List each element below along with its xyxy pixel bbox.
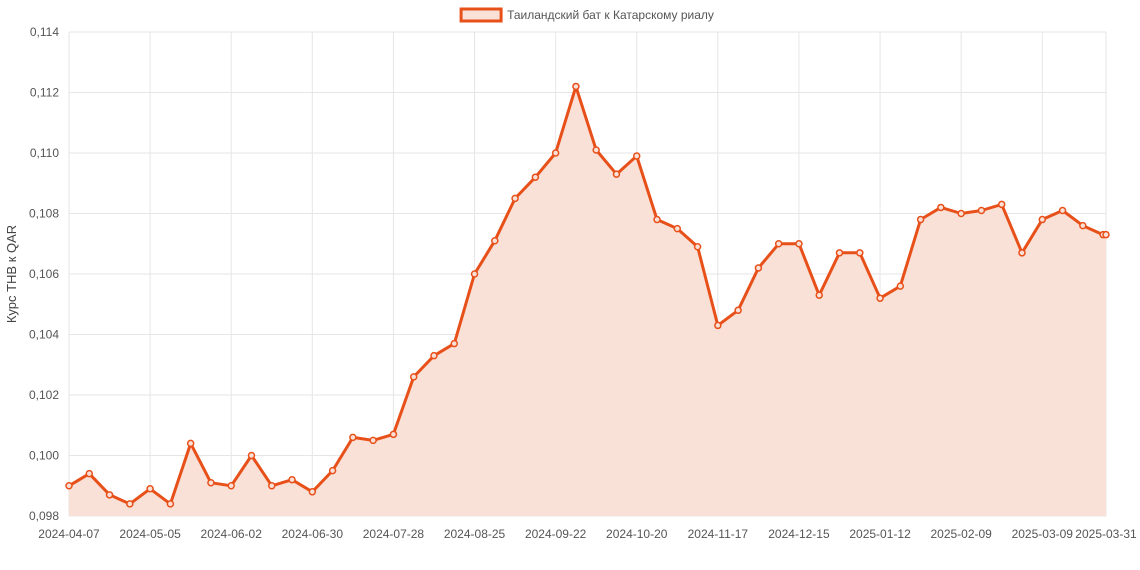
data-point[interactable]: [491, 236, 499, 245]
data-point[interactable]: [916, 215, 925, 224]
x-tick-label: 2025-03-31: [1075, 527, 1137, 541]
x-axis-ticks: 2024-04-07 2024-05-05 2024-06-02 2024-06-30…: [38, 527, 1137, 541]
data-point[interactable]: [795, 240, 803, 248]
x-tick-label: 2024-09-22: [525, 527, 587, 541]
data-point[interactable]: [511, 194, 519, 203]
data-point[interactable]: [551, 149, 560, 157]
y-tick-label: 0,100: [29, 449, 59, 463]
data-point[interactable]: [592, 146, 600, 154]
data-point[interactable]: [349, 433, 357, 442]
y-tick-label: 0,106: [29, 267, 59, 281]
data-point[interactable]: [308, 488, 317, 496]
y-axis-ticks: 0,098 0,100 0,102 0,104 0,106 0,108 0,110 0,112…: [29, 25, 59, 523]
data-point[interactable]: [693, 243, 702, 251]
y-tick-label: 0,102: [29, 388, 59, 402]
y-tick-label: 0,112: [30, 86, 59, 100]
data-point[interactable]: [247, 451, 256, 460]
data-point[interactable]: [734, 306, 742, 315]
y-tick-label: 0,104: [29, 328, 59, 342]
y-axis-label: Курс THB к QAR: [4, 225, 19, 323]
data-point[interactable]: [937, 203, 945, 212]
data-point[interactable]: [612, 170, 621, 178]
data-point[interactable]: [268, 482, 276, 490]
x-tick-label: 2024-04-07: [38, 527, 100, 541]
data-point[interactable]: [207, 478, 215, 487]
y-tick-label: 0,114: [30, 25, 59, 39]
data-point[interactable]: [166, 500, 175, 508]
series-area: [69, 86, 1106, 516]
data-point[interactable]: [409, 373, 418, 381]
x-tick-label: 2024-07-28: [363, 527, 425, 541]
data-point[interactable]: [896, 282, 905, 290]
data-point[interactable]: [531, 173, 540, 181]
data-point[interactable]: [470, 270, 479, 278]
y-tick-label: 0,098: [29, 509, 59, 523]
x-tick-label: 2025-01-12: [849, 527, 911, 541]
x-tick-label: 2024-06-02: [201, 527, 263, 541]
data-point[interactable]: [997, 200, 1006, 209]
x-tick-label: 2024-06-30: [282, 527, 344, 541]
data-point[interactable]: [714, 321, 722, 330]
legend[interactable]: Таиландский бат к Катарскому риалу: [459, 7, 714, 23]
data-point[interactable]: [977, 206, 986, 215]
data-point[interactable]: [369, 436, 377, 445]
data-point[interactable]: [1102, 230, 1110, 239]
data-point[interactable]: [957, 209, 965, 218]
data-point[interactable]: [146, 485, 154, 493]
x-tick-label: 2025-02-09: [930, 527, 992, 541]
data-points: [65, 82, 1110, 508]
data-point[interactable]: [774, 240, 783, 248]
x-tick-label: 2024-12-15: [768, 527, 830, 541]
data-point[interactable]: [328, 466, 337, 475]
data-point[interactable]: [673, 224, 682, 233]
data-point[interactable]: [876, 294, 884, 302]
data-point[interactable]: [572, 82, 580, 91]
y-tick-label: 0,110: [30, 146, 59, 160]
data-point[interactable]: [1038, 215, 1047, 224]
data-point[interactable]: [126, 500, 134, 508]
data-point[interactable]: [1058, 206, 1067, 215]
data-point[interactable]: [856, 249, 864, 257]
data-point[interactable]: [632, 152, 641, 160]
data-point[interactable]: [1018, 249, 1026, 257]
data-point[interactable]: [430, 351, 438, 360]
y-tick-label: 0,108: [29, 207, 59, 221]
data-point[interactable]: [835, 249, 844, 257]
data-point[interactable]: [85, 469, 94, 478]
x-tick-label: 2025-03-09: [1012, 527, 1074, 541]
data-point[interactable]: [815, 291, 823, 299]
data-point[interactable]: [105, 491, 114, 499]
data-point[interactable]: [227, 482, 235, 490]
data-point[interactable]: [754, 264, 763, 272]
data-point[interactable]: [653, 215, 661, 224]
x-tick-label: 2024-05-05: [119, 527, 181, 541]
data-point[interactable]: [1079, 221, 1087, 230]
x-tick-label: 2024-10-20: [606, 527, 668, 541]
legend-label[interactable]: Таиландский бат к Катарскому риалу: [507, 8, 714, 22]
x-tick-label: 2024-08-25: [444, 527, 506, 541]
legend-swatch[interactable]: [459, 7, 503, 23]
data-point[interactable]: [450, 339, 459, 348]
x-tick-label: 2024-11-17: [688, 527, 749, 541]
data-point[interactable]: [288, 475, 296, 484]
data-point[interactable]: [65, 482, 73, 490]
data-point[interactable]: [389, 430, 398, 439]
data-point[interactable]: [186, 439, 195, 448]
